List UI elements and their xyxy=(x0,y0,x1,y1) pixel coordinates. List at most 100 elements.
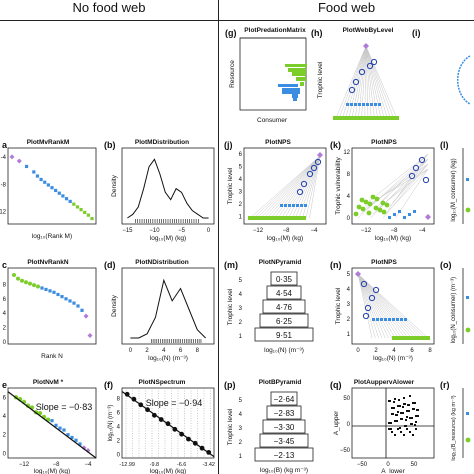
panel-c-title: PlotNvRankN xyxy=(27,259,68,266)
panel-p-ylabel: Trophic level xyxy=(227,408,234,445)
panel-r-letter: (r) xyxy=(440,380,450,390)
panel-h-level1 xyxy=(333,116,399,120)
panel-j-xtick: −8 xyxy=(283,228,291,234)
panel-h-top-node xyxy=(363,43,369,49)
panel-n-xtick: 8 xyxy=(428,348,432,354)
panel-h-link xyxy=(335,45,367,119)
panel-e-point xyxy=(50,419,54,423)
panel-n-link xyxy=(357,273,389,339)
panel-d-title: PlotNDistribution xyxy=(135,259,188,266)
panel-j-node xyxy=(314,158,322,166)
panel-e-ytick: 4 xyxy=(3,414,7,420)
panel-e-point xyxy=(25,403,31,408)
panel-q-point xyxy=(393,407,395,409)
panel-f-ytick: 0 xyxy=(117,453,121,459)
panel-n-level2-node xyxy=(392,318,395,321)
panel-h-level2-node xyxy=(378,103,381,106)
panel-h-node xyxy=(348,86,356,94)
panel-a-point xyxy=(72,202,76,206)
panel-q-xlabel: A_lower xyxy=(381,468,405,474)
panel-a-ytick: -8 xyxy=(1,182,7,188)
panel-c-ytick: 0 xyxy=(3,340,7,346)
panel-c-point xyxy=(28,281,32,286)
panel-m-bar xyxy=(262,299,306,314)
panel-j-ytick: 3 xyxy=(239,190,243,196)
panel-g-title: PlotPredationMatrix xyxy=(244,27,306,34)
panel-h-level2-node xyxy=(366,103,369,106)
panel-a-point xyxy=(24,164,29,169)
panel-c-point xyxy=(12,273,16,278)
panel-h-link xyxy=(354,45,367,119)
panel-p-ytick: 3 xyxy=(239,426,243,432)
panel-h-level2-node xyxy=(358,103,361,106)
panel-b-xtick: −15 xyxy=(122,228,133,234)
panel-a-point xyxy=(75,205,80,209)
panel-a-point xyxy=(61,194,65,198)
panel-q-point xyxy=(398,399,400,401)
panel-n-frame xyxy=(351,267,435,345)
panel-m-value: 9·51 xyxy=(276,331,293,340)
panel-m-value: 6·25 xyxy=(276,317,293,326)
panel-c-letter: c xyxy=(2,260,7,270)
panel-h-node xyxy=(366,62,374,70)
panel-q-point xyxy=(391,431,393,433)
panel-e-point xyxy=(78,442,82,446)
panel-q-xtick: −50 xyxy=(357,462,368,468)
panel-j-level2-node xyxy=(280,204,283,207)
panel-f-letter: (f) xyxy=(104,380,113,390)
panel-p-ytick: 4 xyxy=(239,412,243,418)
panel-k-green-node xyxy=(359,197,365,203)
panel-p-title: PlotBPyramid xyxy=(259,379,302,386)
panel-g-bar xyxy=(285,64,307,67)
panel-q-point xyxy=(396,420,398,422)
panel-b-title: PlotMDistribution xyxy=(135,139,189,146)
panel-j-ytick: 1 xyxy=(239,215,243,221)
panel-n-ytick: 4 xyxy=(347,287,351,293)
panel-r-point xyxy=(465,437,471,443)
divider-vertical xyxy=(218,0,219,474)
panel-f-ytick: 6 xyxy=(117,411,121,417)
panel-e-point xyxy=(70,435,74,440)
panel-q-point xyxy=(414,402,416,404)
panel-b-density-line xyxy=(127,158,209,219)
panel-l-letter: (l) xyxy=(440,140,449,150)
panel-m-ytick: 5 xyxy=(239,278,243,284)
panel-q-letter: (q) xyxy=(330,380,342,390)
panel-n-node xyxy=(372,286,380,294)
panel-c-point xyxy=(52,290,56,294)
panel-k-top-node xyxy=(425,214,431,220)
panel-q-point xyxy=(397,411,399,413)
panel-e-letter: e xyxy=(2,380,7,390)
panel-p-value: −2·13 xyxy=(274,451,295,460)
panel-p-value: −3·45 xyxy=(274,437,295,446)
panel-b-ylabel: Density xyxy=(111,174,118,196)
panel-j-level2-node xyxy=(296,204,299,207)
panel-d-density-line xyxy=(130,278,206,339)
panel-p-bar xyxy=(262,419,306,434)
panel-k-green-node xyxy=(353,211,359,217)
panel-f-xtick: -9.8 xyxy=(150,462,159,468)
panel-k-ytick: 8 xyxy=(347,172,351,178)
panel-n-level2-node xyxy=(380,318,383,321)
panel-m-ytick: 4 xyxy=(239,292,243,298)
panel-c-frame xyxy=(7,267,97,345)
panel-c-point xyxy=(16,276,20,281)
panel-j-link xyxy=(302,155,321,219)
panel-g-bar xyxy=(293,98,297,101)
panel-n-level2-node xyxy=(376,318,379,321)
panel-j-level2-node xyxy=(284,204,287,207)
panel-j-link xyxy=(249,155,321,219)
panel-a-letter: a xyxy=(2,140,8,150)
panel-p-bar xyxy=(266,405,302,420)
panel-q-point xyxy=(393,401,395,403)
panel-f-ytick: 8 xyxy=(117,397,121,403)
panel-q-point xyxy=(397,428,399,430)
panel-l-point xyxy=(465,207,471,213)
panel-h-link xyxy=(345,45,367,119)
panel-o-point xyxy=(465,327,471,333)
panel-k-node xyxy=(418,156,426,164)
panel-a-ytick: -12 xyxy=(0,210,7,216)
panel-q-point xyxy=(394,434,396,436)
panel-c-point xyxy=(48,289,52,293)
panel-n-node xyxy=(364,304,372,312)
